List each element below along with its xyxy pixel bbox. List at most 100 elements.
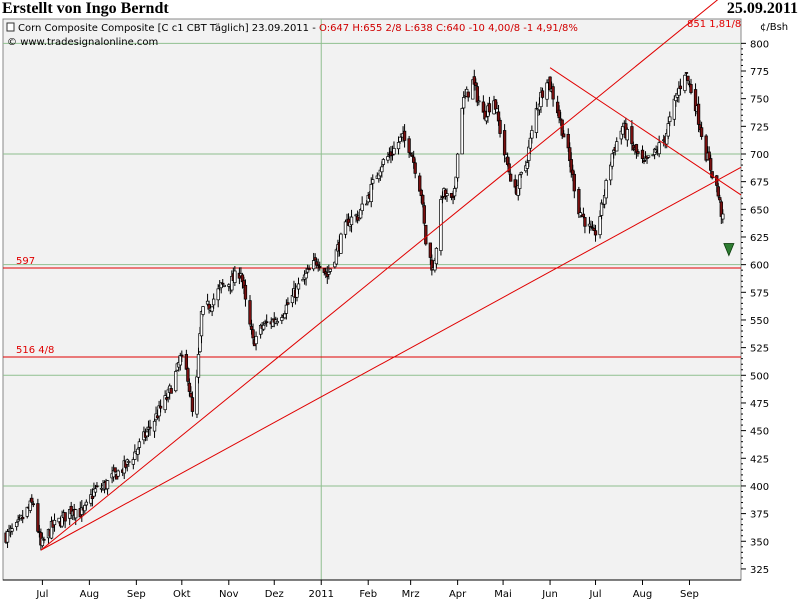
y-tick-label: 400: [750, 482, 769, 493]
candle-body: [30, 497, 34, 503]
y-tick-label: 775: [750, 67, 769, 78]
legend-source-line: © www.tradesignalonline.com: [7, 37, 158, 48]
candle-body: [599, 202, 604, 216]
x-tick-label: Mrz: [402, 589, 420, 600]
candle-body: [201, 306, 205, 315]
candle-body: [493, 99, 498, 110]
author-label: Erstellt von Ingo Berndt: [2, 0, 169, 17]
candle-body: [721, 213, 725, 220]
candle-body: [593, 230, 598, 236]
candle-body: [249, 325, 254, 330]
candlestick-series: [4, 69, 725, 551]
candle-body: [127, 461, 131, 463]
candle-body: [562, 133, 566, 138]
candle-body: [307, 268, 311, 271]
candle-body: [283, 313, 287, 319]
candle-body: [216, 288, 220, 301]
candle-body: [369, 184, 373, 203]
y-tick-label: 375: [750, 510, 769, 521]
candle-body: [163, 395, 167, 411]
x-tick-label: Okt: [173, 589, 191, 600]
candle-body: [587, 223, 592, 227]
candle-body: [16, 519, 20, 522]
candle-body: [528, 137, 533, 149]
candle-body: [174, 371, 178, 392]
candle-body: [296, 283, 301, 290]
candle-body: [583, 217, 587, 227]
candle-body: [93, 488, 98, 493]
x-tick-label: Jul: [35, 589, 48, 600]
candle-body: [52, 520, 57, 526]
x-tick-label: Mai: [494, 589, 512, 600]
candle-body: [428, 242, 432, 258]
candle-body: [195, 376, 199, 415]
trendline: [40, 166, 742, 551]
candle-body: [434, 247, 439, 265]
candle-body: [684, 72, 689, 74]
y-tick-label: 800: [750, 39, 769, 50]
candle-body: [678, 85, 683, 90]
candle-body: [392, 148, 396, 155]
candle-body: [248, 300, 252, 325]
candle-body: [424, 224, 428, 245]
candle-body: [651, 154, 655, 157]
x-tick-label: Apr: [449, 589, 467, 600]
candle-body: [251, 329, 255, 339]
candle-body: [481, 101, 486, 113]
candle-body: [422, 205, 426, 224]
candle-body: [21, 516, 25, 520]
candle-body: [615, 141, 619, 152]
candle-body: [227, 284, 231, 287]
candle-body: [505, 156, 510, 165]
y-axis: 325 350 375 400 425 450 475 500 525 550 575 600 625 6…: [741, 39, 769, 576]
x-tick-label: Aug: [633, 589, 653, 600]
level-label: 597: [16, 256, 35, 267]
candle-body: [184, 354, 189, 370]
candle-body: [265, 321, 269, 324]
candle-body: [186, 368, 190, 382]
candle-body: [318, 266, 322, 268]
candle-body: [598, 216, 602, 236]
x-tick-label: Nov: [219, 589, 239, 600]
horizontal-gridlines: [3, 42, 741, 487]
candle-body: [31, 503, 35, 506]
candle-body: [455, 153, 460, 179]
candle-body: [519, 172, 523, 175]
candle-body: [540, 90, 545, 98]
candle-body: [566, 133, 570, 149]
y-tick-label: 450: [750, 427, 769, 438]
candle-body: [254, 335, 258, 345]
candle-body: [165, 397, 169, 400]
header-bar: Erstellt von Ingo Berndt 25.09.2011: [0, 0, 800, 18]
candle-body: [275, 321, 279, 324]
y-tick-label: 700: [750, 150, 769, 161]
candle-body: [413, 162, 417, 174]
candle-body: [339, 233, 343, 254]
candle-body: [412, 156, 416, 163]
candle-body: [407, 138, 411, 153]
y-tick-label: 750: [750, 95, 769, 106]
x-tick-label: Jul: [588, 589, 601, 600]
candle-body: [625, 129, 629, 141]
candle-body: [25, 506, 29, 517]
candle-body: [196, 354, 201, 378]
candle-body: [137, 441, 142, 448]
candle-body: [454, 176, 458, 189]
candle-body: [604, 180, 608, 199]
candle-body: [572, 173, 576, 192]
candle-body: [211, 298, 216, 306]
trendline: [549, 67, 742, 196]
legend: Corn Composite Composite [C c1 CBT Tägli…: [6, 22, 578, 48]
candle-body: [589, 225, 593, 228]
candle-body: [386, 156, 390, 161]
candle-body: [716, 186, 720, 197]
legend-text: Corn Composite Composite [C c1 CBT Tägli…: [18, 23, 578, 34]
candle-body: [440, 196, 445, 199]
candle-body: [557, 109, 561, 119]
candle-body: [634, 144, 639, 153]
legend-open: O:647 H:655 2/8 L:638: [319, 23, 436, 34]
date-label: 25.09.2011: [726, 0, 798, 17]
plot-area: [2, 18, 742, 581]
candle-body: [380, 166, 384, 173]
